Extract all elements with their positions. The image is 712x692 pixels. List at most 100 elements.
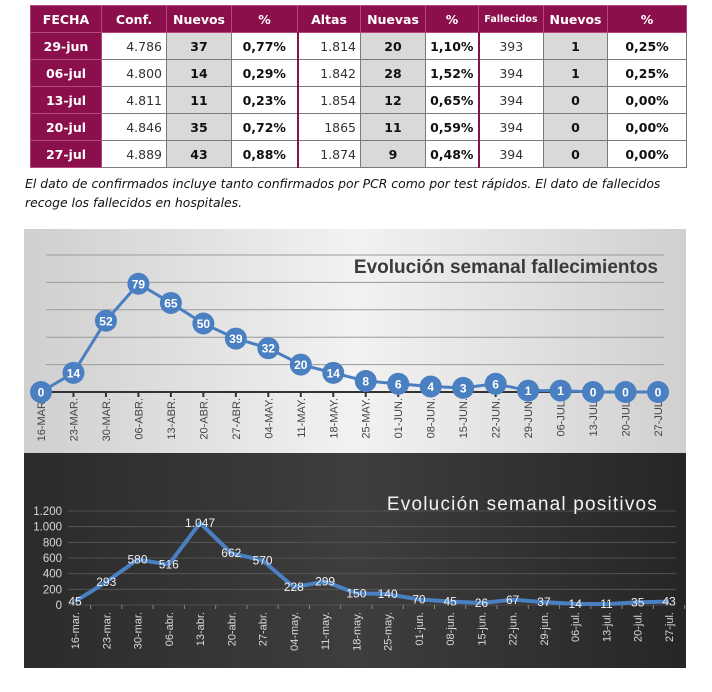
x-tick-label: 15-jun.	[476, 612, 488, 646]
cell-nuevos-conf: 14	[166, 59, 232, 87]
cell-pct-altas: 0,65%	[425, 86, 479, 114]
cell-fallecidos: 394	[477, 59, 544, 87]
cell-pct-fall: 0,00%	[607, 86, 687, 114]
cell-fallecidos: 394	[477, 113, 544, 141]
data-label: 1	[557, 384, 564, 398]
data-point	[419, 375, 442, 398]
x-tick-label: 27-jul.	[664, 612, 676, 642]
x-tick-label: 08-JUN.	[426, 398, 438, 438]
data-point	[614, 381, 637, 403]
cell-pct-altas: 1,10%	[425, 32, 479, 60]
col-header-altas: Altas	[297, 5, 361, 33]
data-point	[452, 376, 475, 399]
col-header-nuevos-fall: Nuevos	[543, 5, 608, 33]
x-tick-label: 27-JUL.	[653, 398, 665, 437]
x-tick-label: 23-MAR.	[68, 398, 80, 441]
data-point	[62, 361, 85, 384]
x-tick-label: 30-MAR.	[101, 398, 113, 441]
cell-fallecidos: 393	[477, 32, 544, 60]
cell-nuevas-altas: 12	[360, 86, 426, 114]
data-label: 4	[427, 380, 434, 394]
data-label: 45	[443, 594, 457, 608]
data-label: 70	[412, 593, 426, 607]
x-tick-label: 23-mar.	[101, 612, 113, 649]
data-point	[192, 312, 215, 335]
cell-confirmados: 4.786	[101, 32, 167, 60]
data-label: 8	[362, 375, 369, 389]
cell-nuevas-altas: 28	[360, 59, 426, 87]
cell-nuevos-conf: 37	[166, 32, 232, 60]
data-label: 0	[655, 386, 662, 400]
x-tick-label: 11-MAY.	[296, 398, 308, 438]
cell-pct-conf: 0,23%	[231, 86, 298, 114]
data-label: 37	[537, 595, 551, 609]
cell-nuevos-conf: 35	[166, 113, 232, 141]
covid-summary-table: FECHA Conf. Nuevos % Altas Nuevas % Fall…	[30, 5, 687, 168]
cell-nuevas-altas: 20	[360, 32, 426, 60]
cell-pct-fall: 0,00%	[607, 140, 687, 168]
y-tick-label: 600	[43, 553, 62, 565]
cell-confirmados: 4.811	[101, 86, 167, 114]
data-label: 0	[622, 386, 629, 400]
table-row: 06-jul 4.800 14 0,29% 1.842 28 1,52% 394 1 0,25%	[30, 59, 687, 87]
data-label: 20	[294, 358, 308, 372]
x-tick-label: 06-jul.	[570, 612, 582, 642]
x-tick-label: 25-may.	[383, 612, 395, 651]
data-label: 150	[346, 586, 366, 600]
data-label: 0	[590, 386, 597, 400]
cell-pct-conf: 0,72%	[231, 113, 298, 141]
x-tick-label: 11-may.	[320, 612, 332, 650]
data-label: 516	[159, 558, 179, 572]
col-header-confirmados: Conf.	[101, 5, 167, 33]
chart-title: Evolución semanal fallecimientos	[354, 257, 658, 278]
data-point	[354, 370, 377, 393]
data-label: 140	[378, 587, 398, 601]
data-label: 580	[128, 553, 148, 567]
cell-pct-fall: 0,25%	[607, 59, 687, 87]
x-tick-label: 06-abr.	[164, 612, 176, 646]
col-header-fallecidos: Fallecidos	[478, 5, 544, 33]
data-point	[549, 379, 572, 402]
chart-fallecimientos-svg: Evolución semanal fallecimientos 16-MAR. 2…	[30, 254, 669, 441]
x-tick-label: 22-JUN.	[491, 398, 503, 438]
x-tick-label: 27-abr.	[258, 612, 270, 646]
cell-confirmados: 4.846	[101, 113, 167, 141]
x-tick-label: 20-JUL.	[621, 398, 633, 437]
cell-altas: 1.814	[296, 32, 361, 60]
col-header-nuevas-altas: Nuevas	[360, 5, 426, 33]
col-header-pct-altas: %	[425, 5, 479, 33]
table-row: 29-jun 4.786 37 0,77% 1.814 20 1,10% 393 1 0,25%	[30, 32, 687, 60]
x-tick-label: 30-mar.	[133, 612, 145, 649]
x-tick-label: 08-jun.	[445, 612, 457, 646]
x-tick-label: 16-MAR.	[36, 398, 48, 441]
data-label: 570	[253, 553, 273, 567]
cell-fecha: 13-jul	[30, 86, 102, 114]
chart-title: Evolución semanal positivos	[387, 494, 658, 515]
data-label: 50	[197, 317, 211, 331]
table-header-row: FECHA Conf. Nuevos % Altas Nuevas % Fall…	[30, 5, 687, 33]
data-label: 1	[525, 384, 532, 398]
y-tick-label: 1.000	[33, 522, 62, 534]
series-line	[40, 281, 658, 394]
data-label: 52	[99, 314, 113, 328]
cell-nuevos-fall: 0	[543, 113, 608, 141]
x-tick-label: 06-JUL.	[556, 398, 568, 437]
data-point	[257, 337, 280, 360]
data-point	[582, 381, 605, 403]
data-label: 11	[600, 597, 613, 611]
cell-nuevos-fall: 1	[543, 32, 608, 60]
x-tick-label: 13-JUL.	[588, 398, 600, 437]
data-point	[30, 381, 52, 403]
cell-nuevas-altas: 9	[360, 140, 426, 168]
footnote: El dato de confirmados incluye tanto con…	[25, 176, 661, 210]
y-tick-label: 400	[43, 569, 62, 581]
series-line	[73, 520, 670, 607]
x-tick-label: 15-JUN.	[458, 398, 470, 438]
cell-fecha: 27-jul	[30, 140, 102, 168]
cell-nuevos-fall: 0	[543, 86, 608, 114]
cell-fallecidos: 394	[477, 86, 544, 114]
x-tick-label: 04-may.	[289, 612, 301, 651]
data-label: 43	[662, 595, 676, 609]
data-label: 6	[395, 377, 402, 391]
x-tick-label: 13-ABR.	[166, 398, 178, 440]
